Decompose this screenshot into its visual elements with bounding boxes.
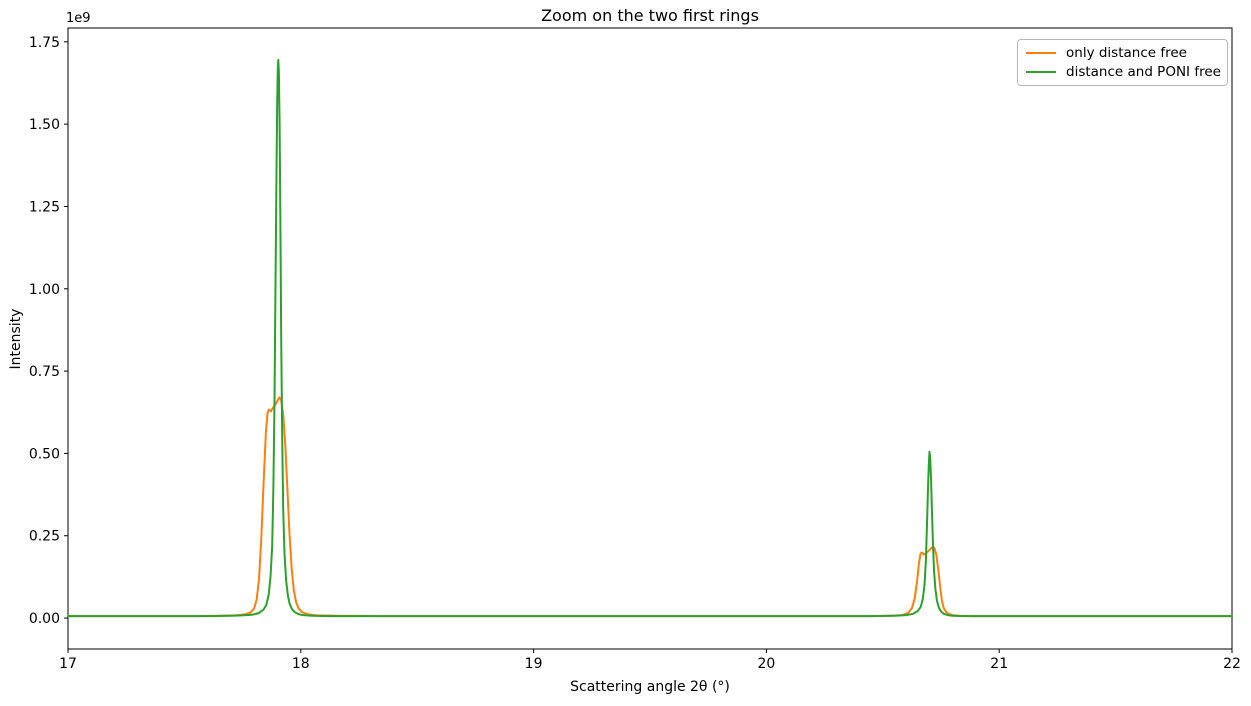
legend-item: distance and PONI free xyxy=(1026,64,1221,81)
y-tick-label: 0.00 xyxy=(29,611,60,627)
series-line-1 xyxy=(67,58,1233,618)
legend-label: only distance free xyxy=(1066,44,1187,61)
y-tick-label: 1.50 xyxy=(29,117,60,133)
legend-line-swatch-orange xyxy=(1026,51,1056,54)
y-axis-label: Intensity xyxy=(8,308,24,370)
x-tick-label: 20 xyxy=(757,656,775,672)
y-tick-label: 0.25 xyxy=(29,529,60,545)
legend-line-swatch-green xyxy=(1026,71,1056,74)
legend-item: only distance free xyxy=(1026,45,1219,61)
x-tick-label: 17 xyxy=(59,656,77,672)
x-tick-label: 22 xyxy=(1223,656,1241,672)
x-tick-label: 19 xyxy=(525,656,543,672)
y-tick-label: 1.00 xyxy=(29,282,60,298)
y-tick-label: 1.75 xyxy=(29,35,60,51)
y-tick-label: 0.50 xyxy=(29,446,60,462)
x-tick-label: 18 xyxy=(292,656,310,672)
y-tick-label: 1.25 xyxy=(29,199,60,215)
y-axis-offset-label: 1e9 xyxy=(66,11,91,26)
y-tick-label: 0.75 xyxy=(29,364,60,380)
legend: only distance free distance and PONI fre… xyxy=(1017,39,1228,86)
chart-title: Zoom on the two first rings xyxy=(541,6,759,25)
x-tick-label: 21 xyxy=(990,656,1008,672)
series-line-0 xyxy=(67,396,1233,618)
x-axis-label: Scattering angle 2θ (°) xyxy=(570,679,730,695)
axes-frame xyxy=(67,27,1233,650)
legend-label: distance and PONI free xyxy=(1066,64,1221,81)
